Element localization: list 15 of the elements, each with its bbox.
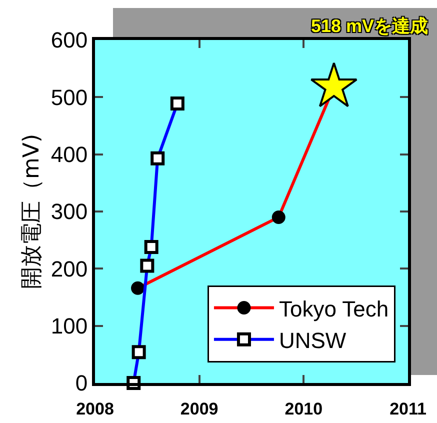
x-tick-label: 2008 bbox=[76, 399, 114, 418]
y-tick-label: 300 bbox=[50, 199, 88, 224]
x-tick-label: 2010 bbox=[284, 399, 323, 418]
y-tick-label: 100 bbox=[50, 314, 88, 339]
y-tick-label: 400 bbox=[50, 142, 88, 168]
x-tick-label: 2011 bbox=[390, 399, 426, 418]
y-axis-title: 開放電圧（mV) bbox=[20, 134, 45, 290]
y-tick-label: 500 bbox=[50, 84, 88, 110]
legend-label: UNSW bbox=[278, 328, 346, 353]
legend-label: Tokyo Tech bbox=[278, 296, 389, 322]
text: 518 mVを達成 bbox=[311, 16, 428, 36]
y-tick-label: 600 bbox=[50, 28, 88, 53]
y-tick-label: 200 bbox=[50, 256, 88, 282]
y-tick-label: 0 bbox=[75, 370, 88, 396]
x-tick-label: 2009 bbox=[180, 399, 218, 418]
